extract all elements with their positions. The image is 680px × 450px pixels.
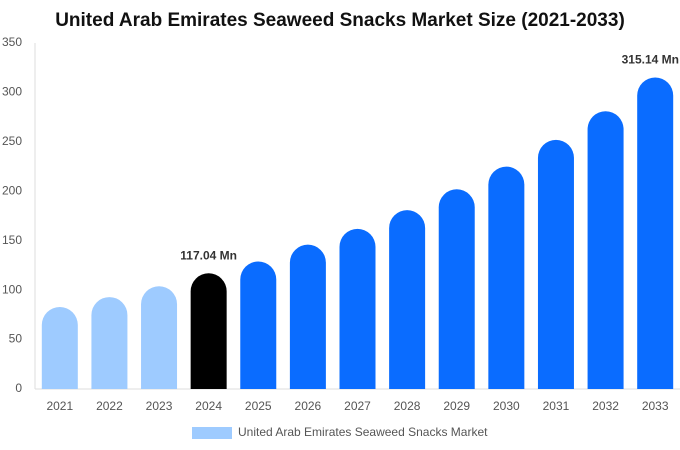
x-tick-label: 2032: [592, 399, 619, 413]
x-tick-label: 2024: [195, 399, 222, 413]
y-tick-label: 150: [2, 233, 22, 247]
x-tick-label: 2021: [46, 399, 73, 413]
bar: [637, 77, 674, 389]
bar: [488, 166, 525, 389]
bar: [240, 261, 277, 389]
bar: [289, 244, 326, 389]
x-tick-label: 2023: [146, 399, 173, 413]
x-tick-label: 2027: [344, 399, 371, 413]
bar: [190, 273, 227, 389]
x-tick-label: 2022: [96, 399, 123, 413]
chart-title: United Arab Emirates Seaweed Snacks Mark…: [55, 10, 625, 31]
value-label: 117.04 Mn: [180, 248, 237, 262]
y-tick-label: 300: [2, 85, 22, 99]
y-tick-label: 0: [15, 381, 22, 395]
value-label: 315.14 Mn: [622, 53, 679, 67]
y-tick-label: 250: [2, 134, 22, 148]
y-tick-label: 200: [2, 183, 22, 197]
x-tick-label: 2028: [394, 399, 421, 413]
bar: [141, 286, 178, 389]
x-tick-label: 2033: [642, 399, 669, 413]
bar: [41, 306, 78, 389]
legend-swatch: [192, 427, 232, 439]
bar: [339, 228, 376, 389]
bar: [389, 210, 426, 389]
x-tick-label: 2026: [295, 399, 322, 413]
bar: [91, 297, 128, 389]
y-tick-label: 100: [2, 282, 22, 296]
bar: [587, 111, 624, 389]
y-tick-label: 350: [2, 35, 22, 49]
bar: [438, 189, 475, 389]
bar: [537, 139, 574, 389]
y-tick-label: 50: [9, 332, 23, 346]
x-tick-label: 2030: [493, 399, 520, 413]
legend-label: United Arab Emirates Seaweed Snacks Mark…: [238, 425, 488, 439]
x-tick-label: 2029: [443, 399, 470, 413]
x-tick-label: 2025: [245, 399, 272, 413]
x-tick-label: 2031: [543, 399, 570, 413]
